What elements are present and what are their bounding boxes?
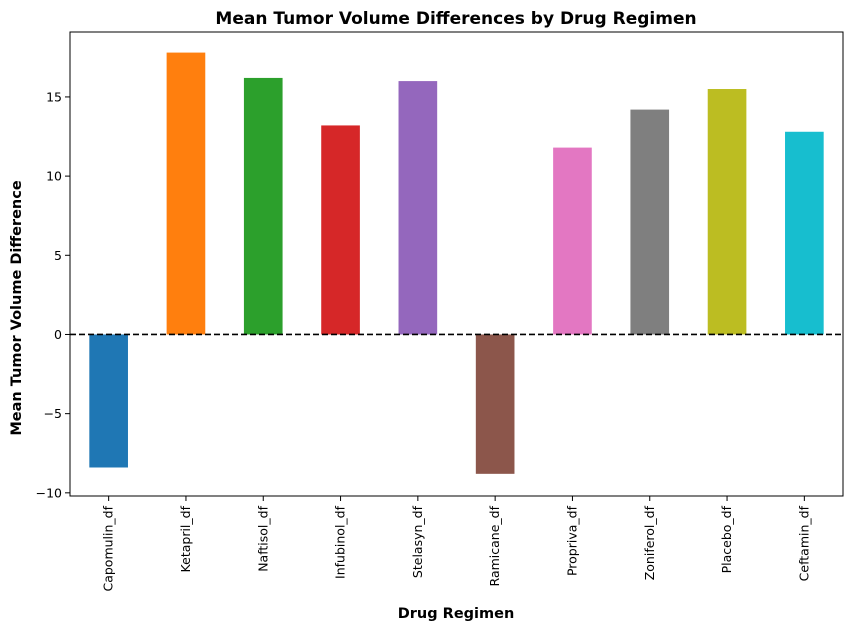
- bar-ketapril-df: [166, 52, 206, 335]
- x-axis-label: Drug Regimen: [398, 606, 515, 622]
- x-tick-label: Capomulin_df: [101, 505, 116, 591]
- x-tick-label: Placebo_df: [719, 505, 734, 573]
- x-tick-label: Zoniferol_df: [642, 505, 657, 580]
- x-tick-label: Ceftamin_df: [796, 505, 811, 581]
- y-tick-label: −10: [36, 485, 62, 500]
- x-tick-label: Infubinol_df: [333, 505, 348, 579]
- bar-propriva-df: [553, 147, 592, 335]
- bar-placebo-df: [707, 89, 747, 335]
- bar-ceftamin-df: [785, 131, 824, 335]
- x-tick-label: Ketapril_df: [178, 505, 193, 572]
- y-tick-label: 0: [54, 327, 62, 342]
- x-tick-label: Ramicane_df: [487, 505, 502, 586]
- x-tick-label: Propriva_df: [564, 505, 579, 576]
- bar-zoniferol-df: [630, 109, 670, 335]
- y-axis-ticks: −10 −5 0 5 10 15: [36, 89, 70, 500]
- bar-ramicane-df: [475, 334, 515, 474]
- bar-capomulin-df: [89, 334, 128, 468]
- bars-group: [89, 52, 824, 474]
- y-axis-label: Mean Tumor Volume Difference: [9, 180, 25, 435]
- y-tick-label: 5: [54, 248, 62, 263]
- y-tick-label: 15: [46, 89, 62, 104]
- chart-title: Mean Tumor Volume Differences by Drug Re…: [215, 9, 696, 29]
- bar-naftisol-df: [243, 77, 283, 335]
- plot-frame: [69, 31, 844, 497]
- y-tick-label: 10: [46, 169, 62, 184]
- bar-infubinol-df: [321, 125, 360, 335]
- x-tick-label: Naftisol_df: [255, 505, 270, 571]
- y-tick-label: −5: [44, 406, 62, 421]
- x-axis-ticks: Capomulin_df Ketapril_df Naftisol_df Infubi…: [101, 496, 811, 592]
- x-tick-label: Stelasyn_df: [410, 505, 425, 578]
- bar-stelasyn-df: [398, 81, 438, 335]
